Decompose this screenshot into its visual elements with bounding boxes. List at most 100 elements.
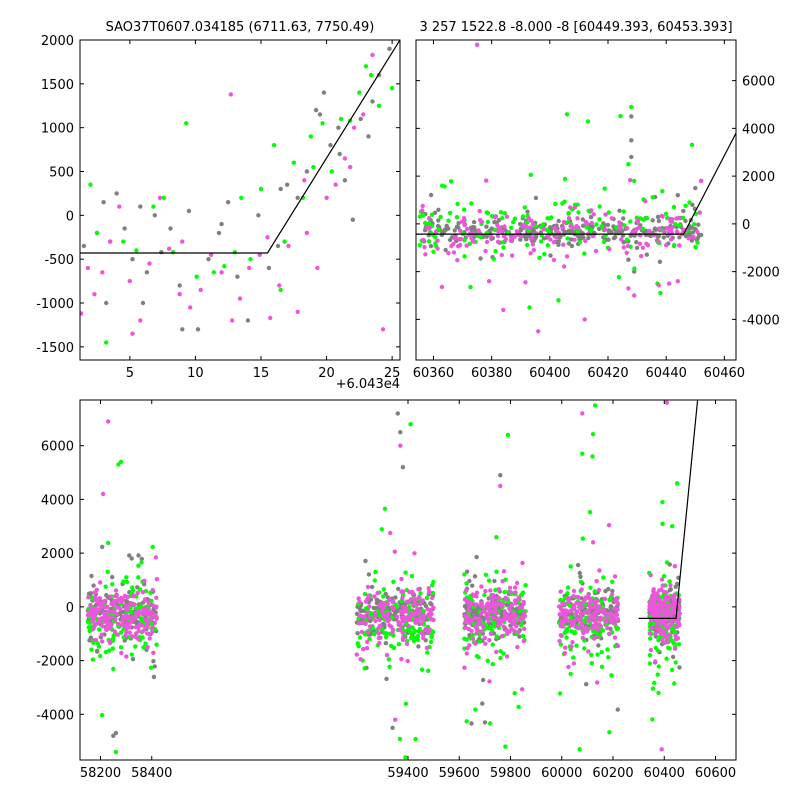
data-point [593, 622, 598, 627]
data-point [385, 611, 390, 616]
data-point [411, 602, 416, 607]
data-point [599, 224, 604, 229]
data-point [494, 634, 500, 639]
data-point [386, 657, 391, 662]
data-point [92, 621, 97, 626]
data-point [108, 594, 113, 599]
data-point [397, 736, 403, 742]
data-point [649, 625, 655, 630]
data-point [668, 587, 673, 592]
data-point [412, 611, 418, 617]
data-point [584, 615, 589, 620]
data-point [683, 218, 688, 224]
data-point [365, 610, 370, 615]
x-tick-label: 20 [318, 366, 335, 381]
data-point [666, 594, 671, 600]
data-point [359, 629, 365, 635]
data-point [612, 574, 618, 579]
data-point [423, 627, 428, 633]
data-point [590, 540, 596, 545]
data-point [522, 610, 527, 615]
data-point [114, 599, 119, 604]
data-point [479, 584, 484, 589]
data-point [311, 164, 316, 170]
data-point [586, 593, 591, 598]
data-point [237, 296, 243, 301]
data-point [405, 658, 410, 664]
data-point [579, 587, 584, 592]
data-point [471, 219, 477, 225]
tick-group: 5 10 15 20 25 -1500 -1000 -500 0 500 1000 1500 2000 [36, 34, 400, 381]
data-point [136, 575, 141, 580]
data-point [599, 664, 605, 669]
data-point [87, 628, 92, 634]
data-point [478, 629, 484, 634]
data-point [384, 652, 390, 658]
y-tick-label: -500 [44, 253, 74, 268]
data-point [668, 237, 674, 242]
data-point [494, 611, 499, 616]
data-point [617, 226, 623, 231]
data-point [574, 616, 580, 621]
data-point [648, 636, 653, 641]
data-point [90, 657, 96, 662]
data-point [384, 676, 389, 682]
data-point [665, 603, 670, 608]
data-point [484, 178, 489, 183]
data-point [661, 630, 666, 636]
data-point [381, 605, 386, 611]
data-point [482, 592, 487, 598]
data-point [473, 615, 478, 620]
data-point [629, 114, 634, 119]
data-point [603, 620, 608, 625]
data-point [676, 642, 682, 647]
data-point [406, 623, 411, 629]
data-point [512, 611, 517, 616]
data-point [501, 569, 507, 574]
data-point [469, 201, 474, 206]
data-point [491, 593, 496, 598]
data-point [518, 623, 524, 628]
data-point [615, 617, 620, 622]
data-point [387, 46, 392, 51]
data-point [372, 610, 378, 615]
data-point [490, 642, 495, 647]
data-point [651, 588, 656, 594]
data-point [528, 172, 533, 177]
data-point [140, 300, 146, 306]
x-tick-label: 58400 [131, 766, 172, 781]
data-point [127, 620, 132, 626]
data-point [135, 590, 140, 596]
data-point [89, 573, 94, 579]
data-point [398, 609, 403, 614]
data-point [426, 629, 431, 635]
data-point [611, 615, 616, 621]
data-point [235, 274, 240, 279]
data-point [278, 186, 283, 192]
data-point [124, 575, 129, 580]
data-point [122, 593, 128, 598]
data-point [507, 629, 512, 634]
data-point [605, 612, 611, 617]
data-point [363, 64, 369, 69]
data-point [661, 235, 666, 240]
data-point [413, 736, 418, 742]
data-point [127, 625, 132, 630]
data-point [586, 601, 592, 606]
data-point [211, 270, 216, 275]
data-point [368, 615, 373, 620]
data-point [124, 579, 130, 585]
data-point [517, 634, 522, 639]
data-point [505, 432, 511, 438]
data-point [576, 210, 581, 215]
data-point [424, 595, 430, 601]
data-point [596, 616, 601, 622]
data-point [400, 604, 406, 609]
data-point [592, 403, 598, 408]
x-tick-label: 10 [187, 366, 204, 381]
data-point [138, 204, 143, 209]
data-point [622, 223, 627, 228]
data-point [379, 609, 385, 614]
data-point [107, 640, 113, 645]
data-point [470, 583, 475, 588]
